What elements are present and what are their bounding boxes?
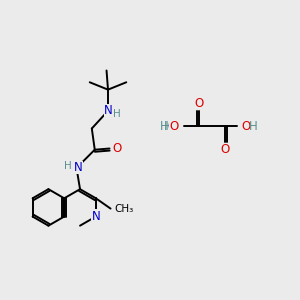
Text: H: H [249,120,257,133]
Text: O: O [112,142,121,155]
Text: HO: HO [160,120,178,133]
Text: H: H [113,109,121,119]
Text: O: O [169,120,179,133]
Text: O: O [242,120,251,133]
Text: O: O [220,143,230,156]
Text: O: O [194,97,203,110]
Text: N: N [92,210,100,223]
Text: N: N [104,104,113,117]
Text: H: H [164,120,173,133]
Text: N: N [74,161,82,174]
Text: H: H [64,161,72,172]
Text: CH₃: CH₃ [114,204,134,214]
